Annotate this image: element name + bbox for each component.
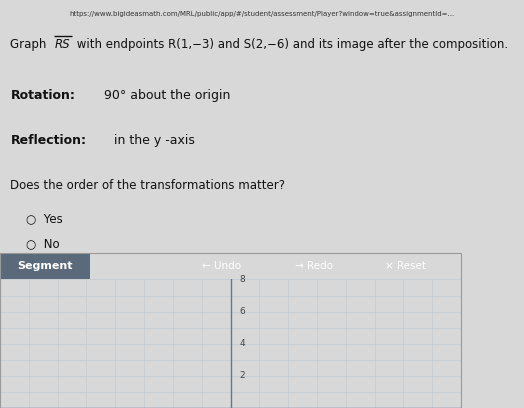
Text: in the y -axis: in the y -axis (110, 134, 195, 147)
Text: 8: 8 (239, 275, 245, 284)
Text: 6: 6 (239, 307, 245, 316)
Text: ○  Yes: ○ Yes (26, 213, 63, 226)
Text: Rotation:: Rotation: (10, 89, 75, 102)
Text: 2: 2 (239, 371, 245, 380)
Text: → Redo: → Redo (294, 261, 333, 271)
Text: https://www.bigideasmath.com/MRL/public/app/#/student/assessment/Player?window=t: https://www.bigideasmath.com/MRL/public/… (69, 11, 455, 17)
Text: Segment: Segment (17, 261, 73, 271)
Text: × Reset: × Reset (385, 261, 427, 271)
Text: Reflection:: Reflection: (10, 134, 86, 147)
Text: RS: RS (54, 38, 70, 51)
Bar (0, 253, 90, 279)
Text: Graph: Graph (10, 38, 51, 51)
Text: 4: 4 (239, 339, 245, 348)
Text: 90° about the origin: 90° about the origin (100, 89, 230, 102)
Text: ← Undo: ← Undo (202, 261, 241, 271)
Text: ○  No: ○ No (26, 237, 60, 250)
Text: with endpoints R(1,−3) and S(2,−6) and its image after the composition.: with endpoints R(1,−3) and S(2,−6) and i… (73, 38, 508, 51)
Text: Does the order of the transformations matter?: Does the order of the transformations ma… (10, 179, 286, 192)
